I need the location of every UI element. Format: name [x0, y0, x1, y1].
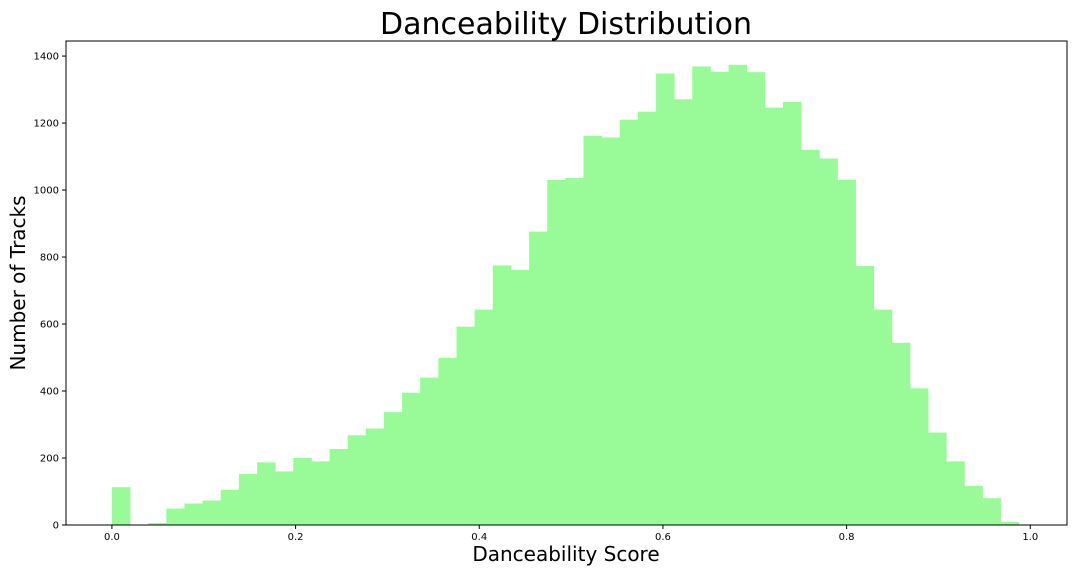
histogram-bar: [275, 471, 294, 525]
histogram-bar: [220, 489, 240, 525]
x-tick-label: 1.0: [1022, 532, 1038, 543]
histogram-bar: [728, 64, 748, 525]
histogram-bar: [492, 265, 512, 525]
histogram-bar: [619, 119, 639, 526]
bars: [111, 64, 1020, 526]
histogram-bar: [311, 461, 330, 525]
chart-title: Danceability Distribution: [380, 7, 752, 42]
x-tick-label: 0.8: [839, 532, 855, 543]
histogram-bar: [456, 326, 476, 525]
histogram-bar: [783, 101, 802, 526]
histogram-bar: [801, 149, 820, 526]
histogram-bar: [184, 503, 204, 525]
y-axis: 0 200 400 600 800 1000 1200 1400: [34, 52, 66, 532]
x-tick-label: 0.6: [655, 532, 671, 543]
histogram-bar: [601, 137, 621, 525]
plot-area: 0.0 0.2 0.4 0.6 0.8 1.0 0 200 400 600 800 1000 1200…: [34, 40, 1068, 543]
histogram-bar: [257, 462, 276, 525]
histogram-bar: [583, 135, 603, 526]
histogram-bar: [674, 99, 693, 525]
histogram-bar: [656, 73, 675, 526]
y-tick-label: 800: [40, 253, 59, 264]
x-tick-label: 0.4: [471, 532, 487, 543]
histogram-bar: [148, 522, 167, 525]
histogram-bar: [565, 177, 584, 526]
x-tick-label: 0.0: [104, 532, 120, 543]
histogram-bar: [293, 458, 312, 525]
y-tick-label: 200: [40, 454, 59, 465]
histogram-bar: [474, 309, 494, 525]
histogram-bar: [166, 508, 185, 525]
y-tick-label: 0: [53, 521, 59, 532]
histogram-bar: [510, 269, 530, 525]
histogram-bar: [982, 498, 1002, 525]
x-tick-label: 0.2: [288, 532, 304, 543]
histogram-bar: [855, 266, 875, 525]
histogram-bar: [746, 72, 766, 526]
histogram-bar: [764, 107, 784, 526]
histogram-bar: [547, 180, 566, 525]
histogram-bar: [202, 500, 222, 525]
y-tick-label: 1000: [34, 186, 59, 197]
histogram-bar: [819, 158, 838, 525]
histogram-bar: [438, 357, 457, 525]
x-axis: 0.0 0.2 0.4 0.6 0.8 1.0: [104, 525, 1038, 543]
y-axis-label: Number of Tracks: [6, 195, 30, 370]
histogram-bar: [383, 412, 403, 525]
histogram-bar: [710, 71, 729, 525]
histogram-bar: [891, 342, 911, 525]
histogram-bar: [692, 66, 711, 526]
histogram-bar: [964, 485, 983, 525]
histogram-bar: [928, 432, 947, 525]
plot-frame: [65, 40, 1068, 526]
y-tick-label: 600: [40, 320, 59, 331]
x-axis-label: Danceability Score: [472, 542, 659, 566]
y-tick-label: 1200: [34, 119, 59, 130]
histogram-bar: [873, 309, 893, 525]
histogram-bar: [946, 461, 965, 525]
histogram-bar: [402, 392, 421, 525]
histogram-bar: [238, 474, 258, 525]
histogram-bar: [1000, 521, 1020, 525]
histogram-bar: [420, 377, 439, 525]
y-tick-label: 1400: [34, 52, 59, 63]
histogram-bar: [637, 111, 657, 526]
y-tick-label: 400: [40, 387, 59, 398]
histogram-bar: [529, 231, 548, 525]
histogram-bar: [365, 428, 385, 525]
histogram-bar: [329, 448, 349, 525]
histogram-bar: [111, 487, 131, 525]
histogram-bar: [347, 435, 367, 525]
histogram-bar: [837, 180, 856, 525]
histogram-bar: [909, 388, 929, 525]
